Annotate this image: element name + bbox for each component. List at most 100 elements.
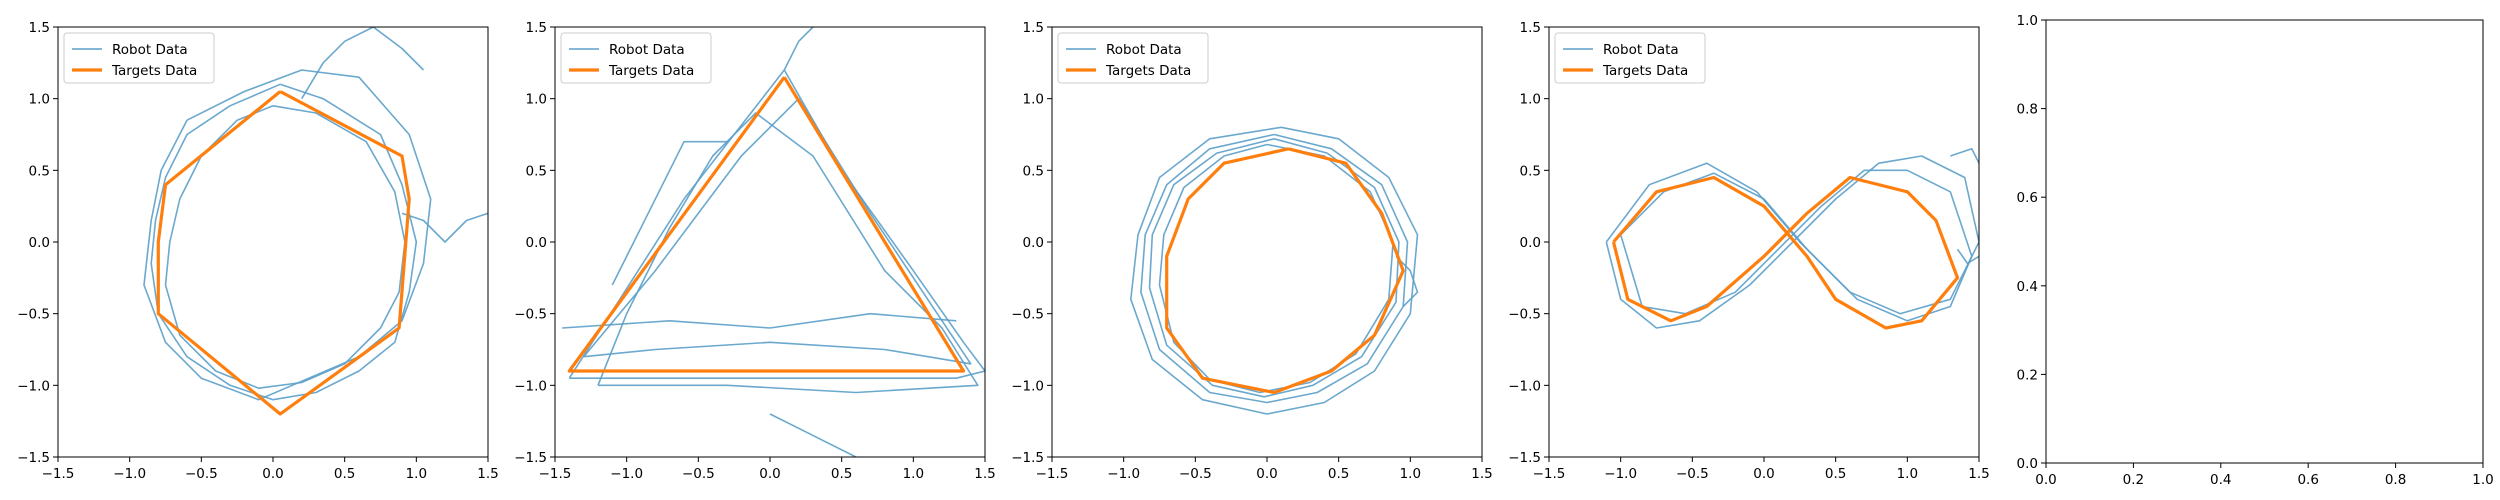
- y-tick-label: 0.5: [1520, 163, 1541, 179]
- robot-trace: [1619, 169, 1973, 322]
- robot-trace: [1605, 155, 1979, 329]
- robot-trace: [1956, 248, 1979, 265]
- x-tick-label: 0.6: [2297, 472, 2318, 488]
- y-tick-label: −0.5: [514, 307, 547, 323]
- x-tick-label: −1.0: [610, 466, 643, 482]
- target-line: [1165, 147, 1405, 395]
- robot-trace: [150, 83, 418, 401]
- y-tick-label: 0.0: [526, 235, 547, 251]
- robot-trace: [562, 312, 957, 329]
- x-tick-label: −1.5: [1533, 466, 1566, 482]
- x-tick-label: −0.5: [682, 466, 715, 482]
- robot-trace: [143, 69, 432, 401]
- x-tick-label: 0.5: [1328, 466, 1349, 482]
- legend: Robot Data Targets Data: [63, 32, 215, 84]
- y-tick-label: 1.5: [1520, 20, 1541, 36]
- y-tick-label: 0.2: [2017, 367, 2038, 383]
- robot-trace: [1130, 126, 1419, 415]
- legend-label: Robot Data: [1603, 42, 1679, 58]
- robot-trace: [1950, 148, 1979, 164]
- robot-trace: [164, 105, 406, 390]
- x-tick-label: 1.0: [1897, 466, 1918, 482]
- x-tick-label: −1.5: [42, 466, 75, 482]
- y-tick-label: −1.5: [1508, 450, 1541, 466]
- y-tick-label: 1.0: [1023, 92, 1044, 108]
- x-tick-label: −0.5: [185, 466, 218, 482]
- y-tick-label: −1.0: [514, 378, 547, 394]
- axes-frame: [57, 26, 489, 458]
- axes-frame: [2045, 19, 2484, 464]
- y-tick-label: 1.5: [526, 20, 547, 36]
- x-tick-label: 0.2: [2123, 472, 2144, 488]
- x-tick-label: 0.0: [2035, 472, 2056, 488]
- x-tick-label: 0.4: [2210, 472, 2231, 488]
- robot-trace: [611, 140, 727, 286]
- x-tick-label: −1.0: [113, 466, 146, 482]
- x-tick-label: 0.5: [334, 466, 355, 482]
- y-tick-label: 1.0: [2017, 13, 2038, 29]
- x-tick-label: −1.5: [539, 466, 572, 482]
- x-tick-label: 0.0: [1256, 466, 1277, 482]
- legend-label: Robot Data: [112, 42, 188, 58]
- axes-frame: [554, 26, 986, 458]
- legend: Robot Data Targets Data: [1057, 32, 1209, 84]
- y-tick-label: 0.6: [2017, 190, 2038, 206]
- legend-label: Targets Data: [1105, 63, 1191, 79]
- x-tick-label: −1.0: [1604, 466, 1637, 482]
- y-tick-label: 0.0: [1023, 235, 1044, 251]
- x-tick-label: 0.8: [2385, 472, 2406, 488]
- y-tick-label: −1.5: [514, 450, 547, 466]
- x-tick-label: 0.0: [759, 466, 780, 482]
- legend-label: Targets Data: [608, 63, 694, 79]
- chart-panel-4: −1.5 −1.0 −0.5 0.0 0.5 1.0 1.5 −1.5 −1.0 −0.5 0.0 0…: [1508, 20, 1990, 482]
- legend: Robot Data Targets Data: [1554, 32, 1706, 84]
- x-tick-label: −1.5: [1036, 466, 1069, 482]
- robot-trace: [568, 69, 985, 380]
- robot-trace: [1395, 255, 1419, 308]
- x-tick-label: 0.0: [262, 466, 283, 482]
- y-tick-label: −1.5: [1011, 450, 1044, 466]
- chart-panel-1: −1.5 −1.0 −0.5 0.0 0.5 1.0 1.5 −1.5 −1.0 −0.5 0.0 0…: [17, 20, 499, 482]
- y-tick-label: 0.0: [1520, 235, 1541, 251]
- y-tick-label: 0.5: [1023, 163, 1044, 179]
- chart-panel-3: −1.5 −1.0 −0.5 0.0 0.5 1.0 1.5 −1.5 −1.0 −0.5 0.0 0…: [1011, 20, 1493, 482]
- robot-trace: [769, 413, 857, 457]
- x-tick-label: 1.0: [1400, 466, 1421, 482]
- legend-label: Robot Data: [1106, 42, 1182, 58]
- y-tick-label: 1.0: [526, 92, 547, 108]
- legend-label: Robot Data: [609, 42, 685, 58]
- y-tick-label: −0.5: [17, 307, 50, 323]
- x-tick-label: 1.5: [477, 466, 498, 482]
- x-tick-label: 1.0: [903, 466, 924, 482]
- x-tick-label: 1.5: [1968, 466, 1989, 482]
- x-tick-label: −0.5: [1179, 466, 1212, 482]
- x-tick-label: 1.0: [2472, 472, 2493, 488]
- y-tick-label: −0.5: [1508, 307, 1541, 323]
- x-tick-label: 0.5: [1825, 466, 1846, 482]
- robot-trace: [783, 27, 814, 71]
- robot-trace: [583, 97, 972, 365]
- legend-label: Targets Data: [111, 63, 197, 79]
- target-line: [1611, 175, 1960, 330]
- y-tick-label: −1.0: [1011, 378, 1044, 394]
- y-tick-label: 1.5: [29, 20, 50, 36]
- target-line: [156, 90, 411, 416]
- y-tick-label: −1.5: [17, 450, 50, 466]
- y-tick-label: −0.5: [1011, 307, 1044, 323]
- y-tick-label: −1.0: [1508, 378, 1541, 394]
- y-tick-label: 0.5: [526, 163, 547, 179]
- x-tick-label: −1.0: [1107, 466, 1140, 482]
- y-tick-label: 0.0: [2017, 456, 2038, 472]
- x-tick-label: 1.5: [1471, 466, 1492, 482]
- target-line: [567, 76, 966, 373]
- x-tick-label: 0.5: [831, 466, 852, 482]
- y-tick-label: 1.0: [1520, 92, 1541, 108]
- legend-label: Targets Data: [1602, 63, 1688, 79]
- x-tick-label: 0.0: [1753, 466, 1774, 482]
- y-tick-label: 1.5: [1023, 20, 1044, 36]
- x-tick-label: 1.0: [406, 466, 427, 482]
- x-tick-label: −0.5: [1676, 466, 1709, 482]
- y-tick-label: 0.8: [2017, 102, 2038, 118]
- y-tick-label: 0.0: [29, 235, 50, 251]
